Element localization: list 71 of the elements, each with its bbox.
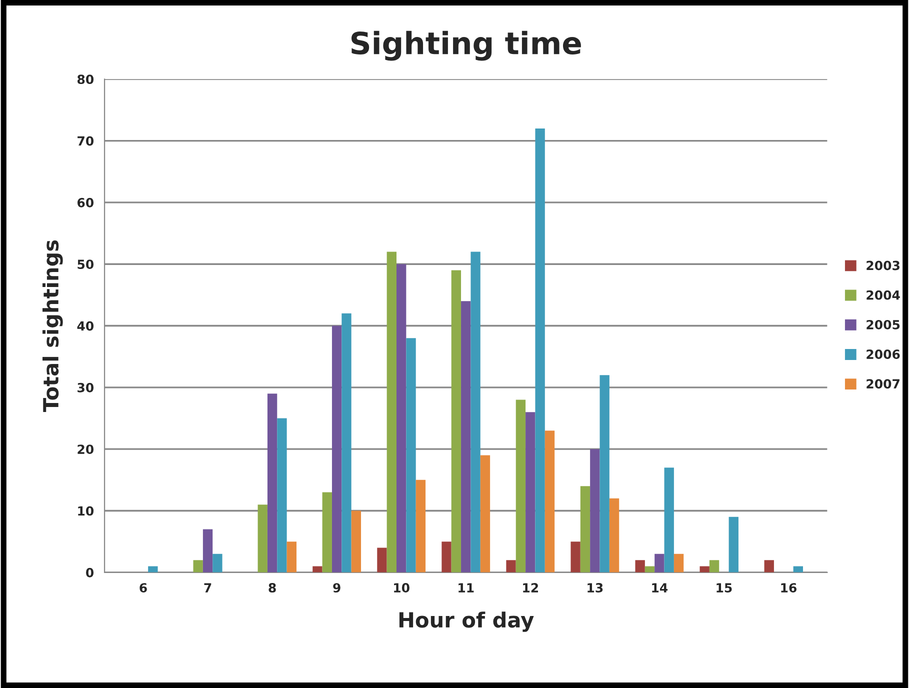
bar	[312, 566, 322, 572]
bar	[480, 455, 490, 572]
bar	[442, 542, 452, 572]
bar	[451, 270, 462, 572]
bar	[654, 554, 664, 572]
bar	[193, 560, 203, 572]
bar	[516, 400, 526, 572]
chart-title: Sighting time	[352, 30, 581, 61]
y-tick-label: 60	[78, 198, 94, 208]
x-tick-label: 13	[588, 583, 603, 593]
bar	[709, 560, 720, 572]
legend-label: 2003	[866, 260, 900, 270]
x-tick-label: 11	[458, 583, 474, 592]
bar	[377, 548, 387, 572]
bar	[406, 338, 416, 572]
bar	[590, 449, 600, 572]
y-axis-title: Total sightings	[42, 240, 63, 412]
bar	[570, 542, 580, 572]
bar	[416, 480, 426, 572]
bar	[267, 394, 278, 572]
bar	[535, 128, 545, 572]
y-tick-label: 50	[78, 260, 94, 270]
bar	[258, 504, 268, 572]
legend-label: 2005	[866, 320, 900, 330]
bar	[764, 560, 774, 572]
bar	[793, 566, 803, 572]
bar	[286, 542, 296, 572]
bar	[700, 566, 710, 572]
bar	[609, 498, 620, 572]
x-tick-label: 10	[394, 583, 410, 593]
bar	[332, 326, 342, 572]
bar	[277, 418, 287, 572]
x-tick-label: 8	[268, 583, 276, 593]
x-tick-label: 12	[523, 583, 538, 592]
bar	[728, 516, 738, 572]
y-tick-label: 30	[78, 382, 94, 392]
bar	[351, 510, 362, 572]
bar	[148, 566, 158, 572]
legend-label: 2007	[866, 379, 900, 389]
x-tick-label: 6	[140, 583, 147, 593]
y-tick-label: 70	[78, 136, 94, 146]
legend-label: 2006	[866, 350, 900, 359]
y-tick-label: 40	[77, 321, 94, 331]
bar	[580, 486, 590, 572]
x-tick-label: 14	[652, 583, 668, 592]
bar	[386, 252, 396, 572]
y-tick-label: 20	[78, 444, 94, 454]
bar	[506, 560, 516, 572]
y-tick-label: 80	[77, 74, 94, 84]
bar	[544, 430, 555, 572]
bar	[635, 560, 645, 572]
bar	[202, 529, 213, 572]
legend-label: 2004	[866, 290, 900, 300]
x-tick-label: 15	[716, 583, 732, 593]
bar	[342, 313, 352, 572]
x-tick-label: 16	[781, 583, 796, 593]
bar	[644, 566, 655, 572]
bar	[470, 252, 480, 572]
bar	[674, 554, 684, 572]
bar	[664, 468, 674, 572]
bar	[322, 492, 332, 572]
bar	[212, 554, 222, 572]
bar	[526, 412, 536, 572]
x-axis-title: Hour of day	[399, 612, 534, 632]
y-tick-label: 0	[86, 568, 94, 578]
bar	[396, 264, 406, 572]
y-tick-label: 10	[78, 506, 94, 516]
x-tick-label: 9	[333, 583, 340, 593]
bar	[600, 375, 610, 572]
x-tick-label: 7	[204, 583, 212, 592]
bar	[461, 301, 471, 572]
